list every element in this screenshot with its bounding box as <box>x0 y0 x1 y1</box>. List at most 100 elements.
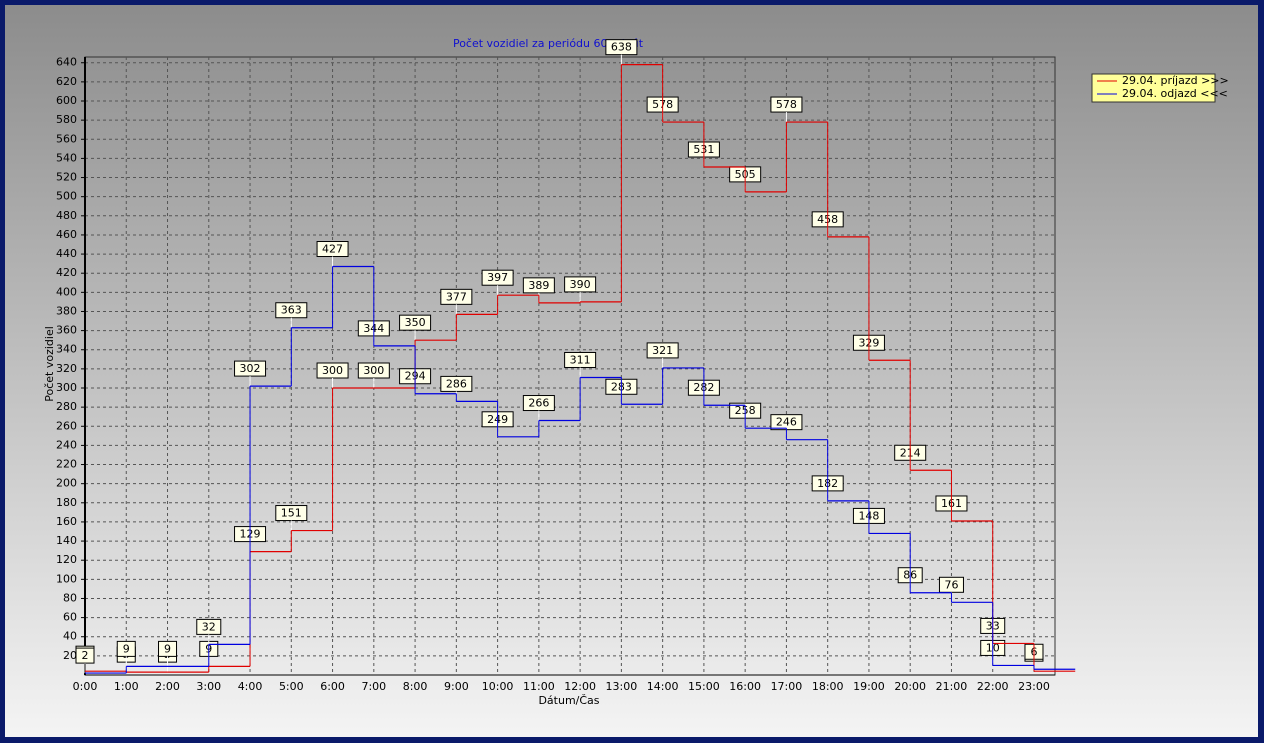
x-tick-label: 2:00 <box>155 680 180 693</box>
value-label: 390 <box>564 276 597 302</box>
value-label-text: 266 <box>528 397 549 410</box>
y-tick-label: 340 <box>56 343 77 356</box>
value-label: 311 <box>564 351 597 378</box>
value-label: 389 <box>522 277 555 303</box>
value-label-text: 246 <box>776 416 797 429</box>
y-tick-label: 460 <box>56 228 77 241</box>
value-label-text: 300 <box>322 364 343 377</box>
y-tick-label: 580 <box>56 113 77 126</box>
x-tick-label: 16:00 <box>729 680 761 693</box>
value-label: 286 <box>440 375 473 402</box>
legend-label: 29.04. príjazd >>> <box>1122 74 1229 87</box>
legend-label: 29.04. odjazd <<< <box>1122 87 1228 100</box>
value-label-text: 321 <box>652 344 673 357</box>
value-label-text: 300 <box>363 364 384 377</box>
y-tick-label: 540 <box>56 151 77 164</box>
y-tick-label: 440 <box>56 247 77 260</box>
x-tick-label: 7:00 <box>361 680 386 693</box>
value-label-text: 302 <box>240 362 261 375</box>
value-label: 302 <box>234 360 267 387</box>
x-tick-label: 10:00 <box>482 680 514 693</box>
value-label-text: 311 <box>570 353 591 366</box>
value-label-text: 377 <box>446 290 467 303</box>
y-tick-label: 20 <box>63 649 77 662</box>
y-tick-label: 640 <box>56 56 77 69</box>
value-label: 321 <box>646 342 679 368</box>
value-label: 151 <box>275 505 308 531</box>
x-tick-label: 1:00 <box>114 680 139 693</box>
value-label: 377 <box>440 288 473 315</box>
y-tick-label: 40 <box>63 630 77 643</box>
y-tick-label: 100 <box>56 572 77 585</box>
x-tick-label: 9:00 <box>444 680 469 693</box>
y-tick-label: 380 <box>56 304 77 317</box>
value-label-text: 9 <box>164 642 171 655</box>
value-label-text: 9 <box>123 642 130 655</box>
legend <box>1091 73 1216 103</box>
value-label-text: 363 <box>281 304 302 317</box>
x-tick-label: 11:00 <box>523 680 555 693</box>
value-label: 300 <box>316 362 349 389</box>
x-tick-label: 18:00 <box>812 680 844 693</box>
x-tick-label: 21:00 <box>936 680 968 693</box>
y-tick-label: 560 <box>56 132 77 145</box>
value-label-text: 286 <box>446 377 467 390</box>
y-tick-label: 520 <box>56 171 77 184</box>
value-label-text: 578 <box>776 98 797 111</box>
y-tick-label: 240 <box>56 438 77 451</box>
y-tick-label: 320 <box>56 362 77 375</box>
value-label-text: 638 <box>611 41 632 54</box>
x-tick-label: 3:00 <box>196 680 221 693</box>
x-tick-label: 14:00 <box>647 680 679 693</box>
y-tick-label: 200 <box>56 477 77 490</box>
y-tick-label: 280 <box>56 400 77 413</box>
x-tick-label: 0:00 <box>73 680 98 693</box>
y-tick-label: 620 <box>56 75 77 88</box>
value-label: 350 <box>399 314 432 341</box>
value-label-text: 350 <box>405 316 426 329</box>
chart-title: Počet vozidiel za periódu 60 minút <box>453 37 644 50</box>
y-tick-label: 300 <box>56 381 77 394</box>
value-label: 397 <box>481 269 514 296</box>
value-label: 427 <box>316 241 349 267</box>
x-tick-label: 5:00 <box>279 680 304 693</box>
value-label: 300 <box>357 362 390 389</box>
value-label: 638 <box>605 39 638 65</box>
y-tick-label: 480 <box>56 209 77 222</box>
x-tick-label: 23:00 <box>1018 680 1050 693</box>
y-tick-label: 180 <box>56 496 77 509</box>
value-label-text: 397 <box>487 271 508 284</box>
value-labels: 4339129151300300350377397389390638578531… <box>75 39 1044 674</box>
y-tick-label: 60 <box>63 611 77 624</box>
x-tick-label: 15:00 <box>688 680 720 693</box>
y-tick-label: 120 <box>56 553 77 566</box>
value-label: 266 <box>522 395 555 421</box>
y-tick-label: 260 <box>56 419 77 432</box>
y-axis-label: Počet vozidiel <box>43 326 56 402</box>
y-tick-label: 160 <box>56 515 77 528</box>
y-tick-label: 600 <box>56 94 77 107</box>
value-label: 363 <box>275 302 308 328</box>
y-tick-label: 400 <box>56 285 77 298</box>
value-label-text: 76 <box>944 578 958 591</box>
x-tick-label: 17:00 <box>771 680 803 693</box>
y-tick-label: 220 <box>56 458 77 471</box>
value-label: 578 <box>770 96 803 123</box>
x-tick-label: 19:00 <box>853 680 885 693</box>
y-tick-label: 360 <box>56 324 77 337</box>
x-tick-label: 4:00 <box>238 680 263 693</box>
x-tick-label: 6:00 <box>320 680 345 693</box>
value-label: 2 <box>75 647 95 674</box>
value-label: 9 <box>158 640 178 667</box>
x-tick-label: 22:00 <box>977 680 1009 693</box>
value-label-text: 427 <box>322 243 343 256</box>
value-label: 32 <box>196 618 222 645</box>
value-label-text: 2 <box>82 649 89 662</box>
value-label: 9 <box>116 640 136 667</box>
x-tick-label: 8:00 <box>403 680 428 693</box>
x-tick-label: 12:00 <box>564 680 596 693</box>
background <box>5 5 1258 737</box>
x-tick-label: 13:00 <box>606 680 638 693</box>
